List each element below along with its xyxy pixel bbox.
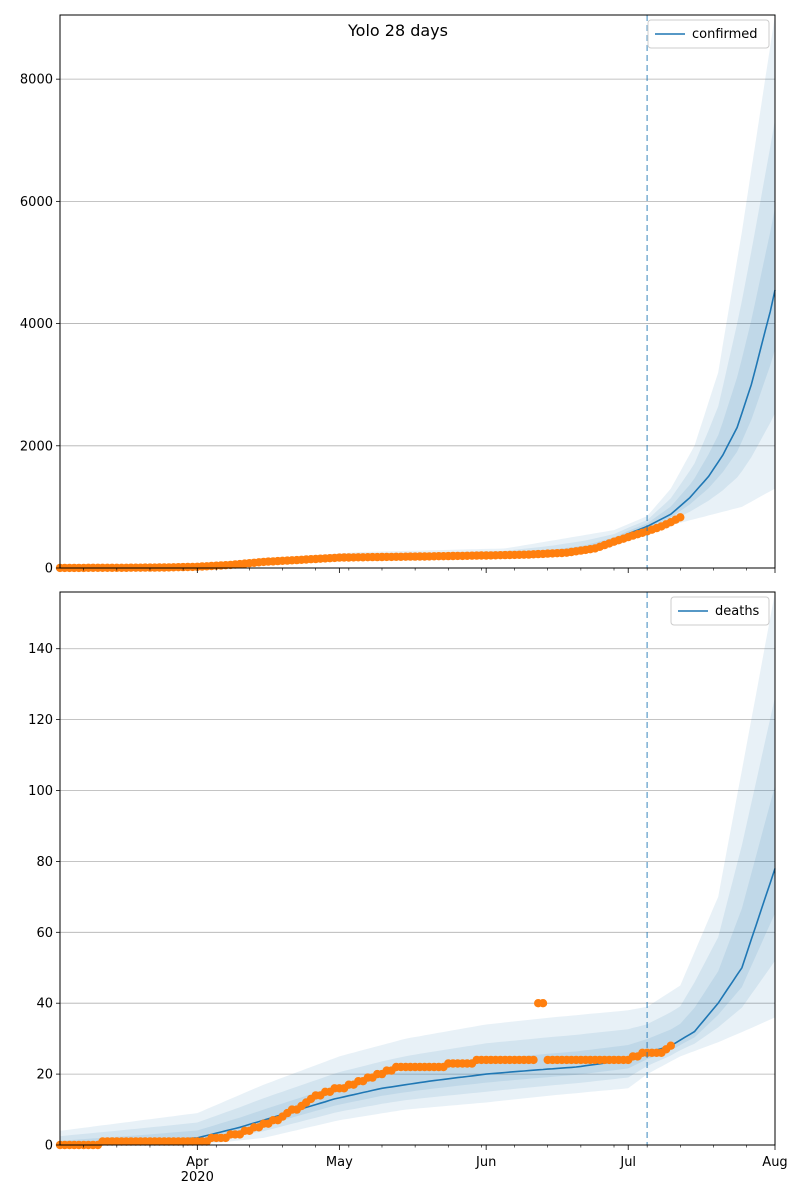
legend-box xyxy=(670,596,770,626)
deaths-observed-points xyxy=(55,999,675,1150)
observed-point xyxy=(666,1041,675,1050)
deaths-axes-frame xyxy=(59,591,776,1146)
interval-band xyxy=(60,785,775,1145)
y-tick-label: 8000 xyxy=(20,73,53,88)
x-tick-label: Aug xyxy=(762,1155,787,1170)
deaths-y-ticks: 0 20 40 60 80 100 120 140 xyxy=(28,642,60,1154)
y-tick-label: 40 xyxy=(36,997,53,1012)
deaths-interval-bands xyxy=(60,592,775,1145)
chart-title: Yolo 28 days xyxy=(347,21,448,40)
confirmed-legend: confirmed xyxy=(647,19,770,49)
observed-point xyxy=(676,513,685,522)
deaths-legend: deaths xyxy=(670,596,770,626)
y-tick-label: 80 xyxy=(36,855,53,870)
x-tick-label: Apr xyxy=(186,1155,209,1170)
x-tick-label: Jul xyxy=(619,1155,636,1170)
interval-band xyxy=(60,697,775,1145)
y-tick-label: 60 xyxy=(36,926,53,941)
y-tick-label: 0 xyxy=(45,562,53,577)
x-tick-label: May xyxy=(326,1155,353,1170)
legend-label-deaths: deaths xyxy=(715,604,760,619)
confirmed-axes-frame xyxy=(59,14,776,569)
observed-point xyxy=(529,1055,538,1065)
y-tick-label: 4000 xyxy=(20,317,53,332)
confirmed-x-ticks xyxy=(83,568,776,573)
legend-box xyxy=(647,19,770,49)
observed-point xyxy=(538,999,548,1008)
x-tick-label: Jun xyxy=(475,1155,496,1170)
confirmed-y-ticks: 0 2000 4000 6000 8000 xyxy=(20,73,60,577)
y-tick-label: 140 xyxy=(28,642,53,657)
y-tick-label: 100 xyxy=(28,784,53,799)
y-tick-label: 20 xyxy=(36,1068,53,1083)
y-tick-label: 6000 xyxy=(20,195,53,210)
interval-band xyxy=(60,15,775,568)
legend-label-confirmed: confirmed xyxy=(692,27,758,42)
confirmed-panel: 0 2000 4000 6000 8000 Yolo 28 days confirmed xyxy=(20,14,776,577)
x-tick-label: 2020 xyxy=(181,1170,214,1185)
y-tick-label: 0 xyxy=(45,1139,53,1154)
confirmed-interval-bands xyxy=(60,15,775,568)
y-tick-label: 120 xyxy=(28,713,53,728)
y-tick-label: 2000 xyxy=(20,439,53,454)
